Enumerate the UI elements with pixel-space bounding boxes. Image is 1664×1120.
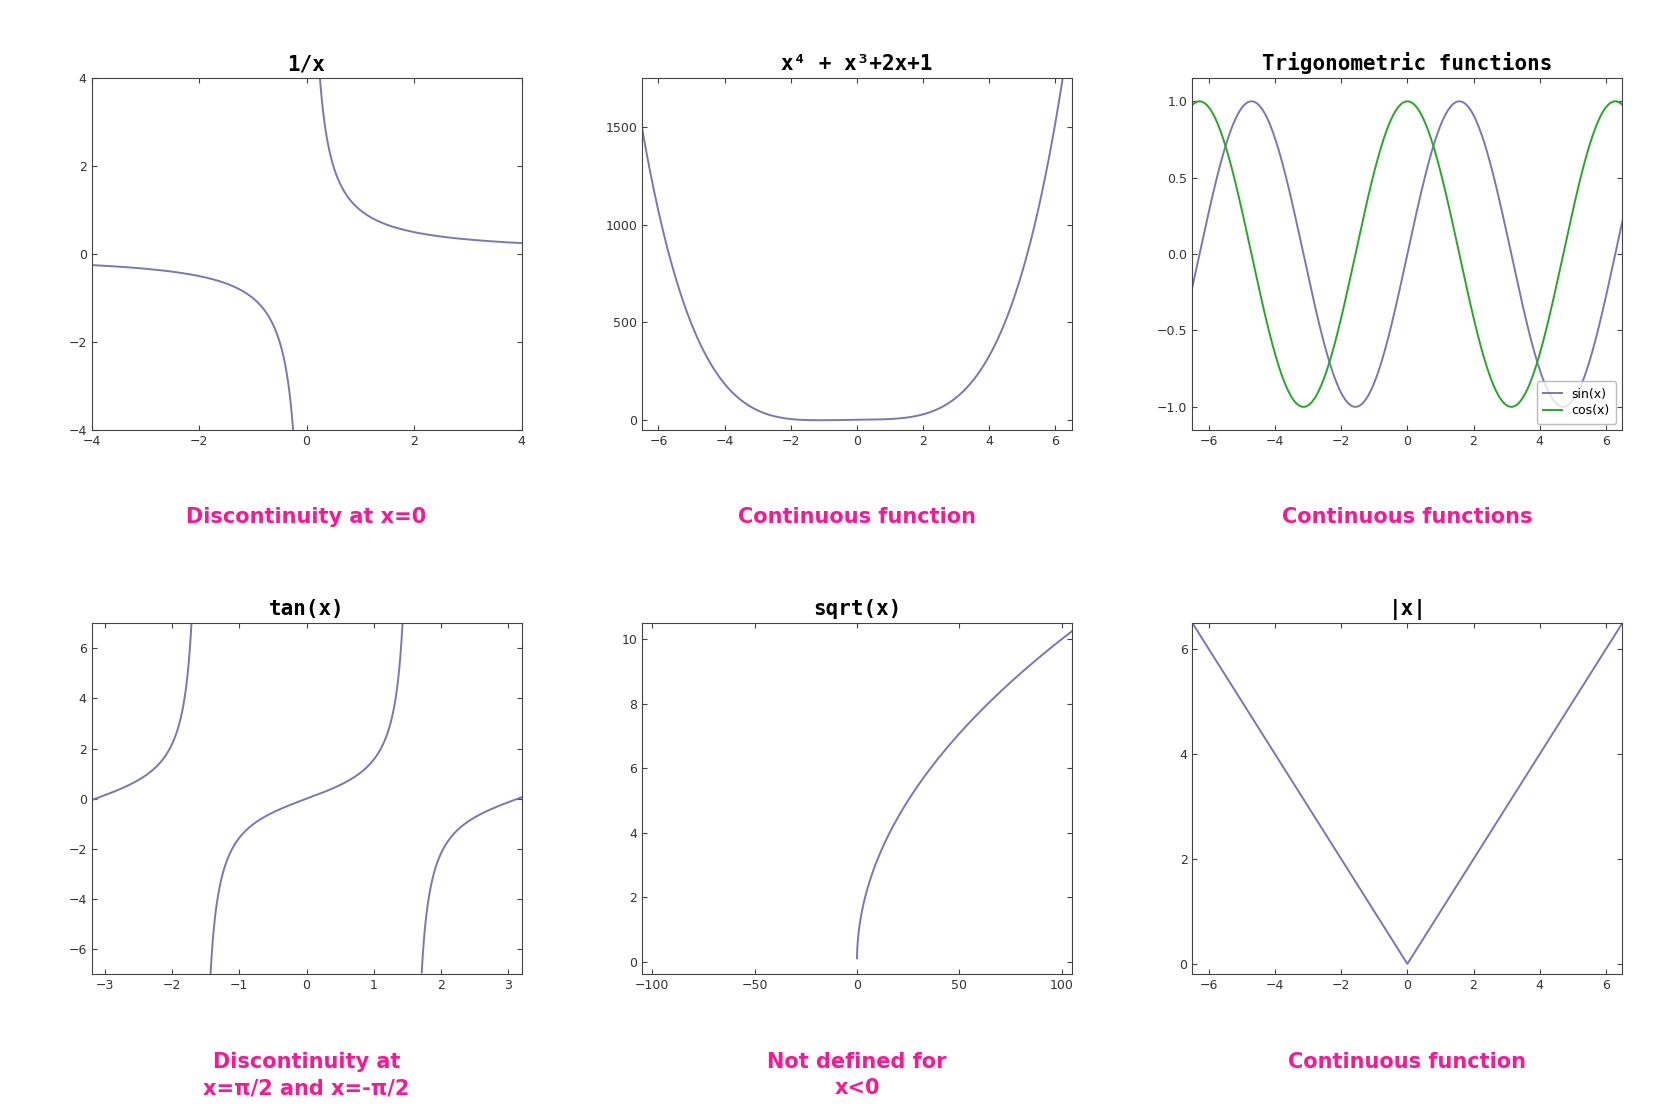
cos(x) bbox=[1256, 317, 1276, 330]
Title: x⁴ + x³+2x+1: x⁴ + x³+2x+1 bbox=[780, 54, 934, 74]
sin(x) bbox=[1348, 400, 1368, 413]
cos(x) bbox=[1558, 226, 1577, 240]
cos(x) bbox=[1366, 158, 1386, 171]
cos(x) bbox=[1190, 94, 1210, 108]
Text: Discontinuity at x=0: Discontinuity at x=0 bbox=[186, 507, 426, 528]
cos(x) bbox=[1183, 99, 1203, 112]
Line: sin(x): sin(x) bbox=[1193, 101, 1622, 407]
cos(x) bbox=[1604, 95, 1624, 109]
cos(x) bbox=[1348, 237, 1368, 251]
Text: Discontinuity at
x=π/2 and x=-π/2: Discontinuity at x=π/2 and x=-π/2 bbox=[203, 1052, 409, 1098]
Line: cos(x): cos(x) bbox=[1193, 101, 1622, 407]
Text: Continuous function: Continuous function bbox=[737, 507, 977, 528]
Text: Continuous functions: Continuous functions bbox=[1283, 507, 1533, 528]
cos(x) bbox=[1231, 202, 1251, 215]
sin(x) bbox=[1366, 372, 1386, 385]
sin(x) bbox=[1449, 94, 1469, 108]
Text: Not defined for
x<0: Not defined for x<0 bbox=[767, 1052, 947, 1098]
Title: Trigonometric functions: Trigonometric functions bbox=[1263, 52, 1553, 74]
sin(x) bbox=[1612, 215, 1632, 228]
Title: tan(x): tan(x) bbox=[268, 599, 344, 618]
sin(x) bbox=[1183, 280, 1203, 293]
cos(x) bbox=[1293, 400, 1313, 413]
Title: |x|: |x| bbox=[1388, 599, 1426, 619]
sin(x) bbox=[1346, 400, 1366, 413]
Text: Continuous function: Continuous function bbox=[1288, 1052, 1526, 1072]
sin(x) bbox=[1256, 111, 1276, 124]
sin(x) bbox=[1604, 252, 1624, 265]
sin(x) bbox=[1231, 102, 1251, 115]
sin(x) bbox=[1558, 399, 1577, 412]
Legend: sin(x), cos(x): sin(x), cos(x) bbox=[1536, 381, 1616, 423]
cos(x) bbox=[1612, 99, 1632, 112]
Title: 1/x: 1/x bbox=[288, 54, 326, 74]
Title: sqrt(x): sqrt(x) bbox=[812, 599, 902, 618]
